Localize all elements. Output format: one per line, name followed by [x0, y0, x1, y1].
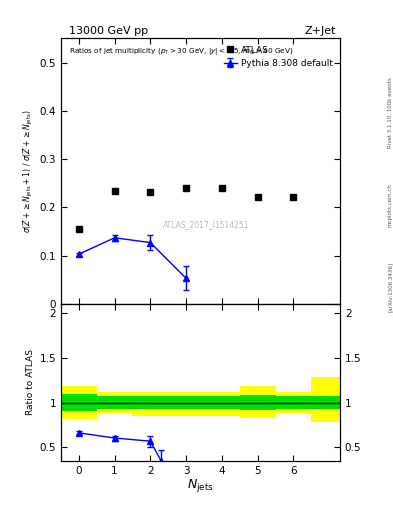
Line: ATLAS: ATLAS — [76, 184, 297, 232]
Y-axis label: Ratio to ATLAS: Ratio to ATLAS — [26, 349, 35, 415]
ATLAS — [220, 184, 224, 190]
Text: 13000 GeV pp: 13000 GeV pp — [69, 26, 148, 36]
Text: Z+Jet: Z+Jet — [305, 26, 336, 36]
ATLAS — [291, 194, 296, 200]
ATLAS — [112, 188, 117, 194]
Text: Rivet 3.1.10, 100k events: Rivet 3.1.10, 100k events — [387, 77, 392, 148]
ATLAS — [77, 225, 81, 231]
Legend: ATLAS, Pythia 8.308 default: ATLAS, Pythia 8.308 default — [221, 43, 336, 71]
Text: [arXiv:1306.3436]: [arXiv:1306.3436] — [387, 262, 392, 312]
Text: mcplots.cern.ch: mcplots.cern.ch — [387, 183, 392, 227]
ATLAS — [184, 184, 189, 190]
Text: ATLAS_2017_I1514251: ATLAS_2017_I1514251 — [163, 220, 249, 229]
ATLAS — [148, 189, 153, 196]
Y-axis label: $\sigma(Z + \geq N_\mathrm{jets}+1)\ /\ \sigma(Z + \geq N_\mathrm{jets})$: $\sigma(Z + \geq N_\mathrm{jets}+1)\ /\ … — [22, 109, 35, 233]
ATLAS — [255, 194, 260, 200]
X-axis label: $N_\mathrm{jets}$: $N_\mathrm{jets}$ — [187, 477, 214, 494]
Text: Ratios of jet multiplicity ($p_\mathrm{T} > 30$ GeV, $|y| < 2.5$, $m_{\ell\ell} : Ratios of jet multiplicity ($p_\mathrm{T… — [69, 47, 294, 57]
